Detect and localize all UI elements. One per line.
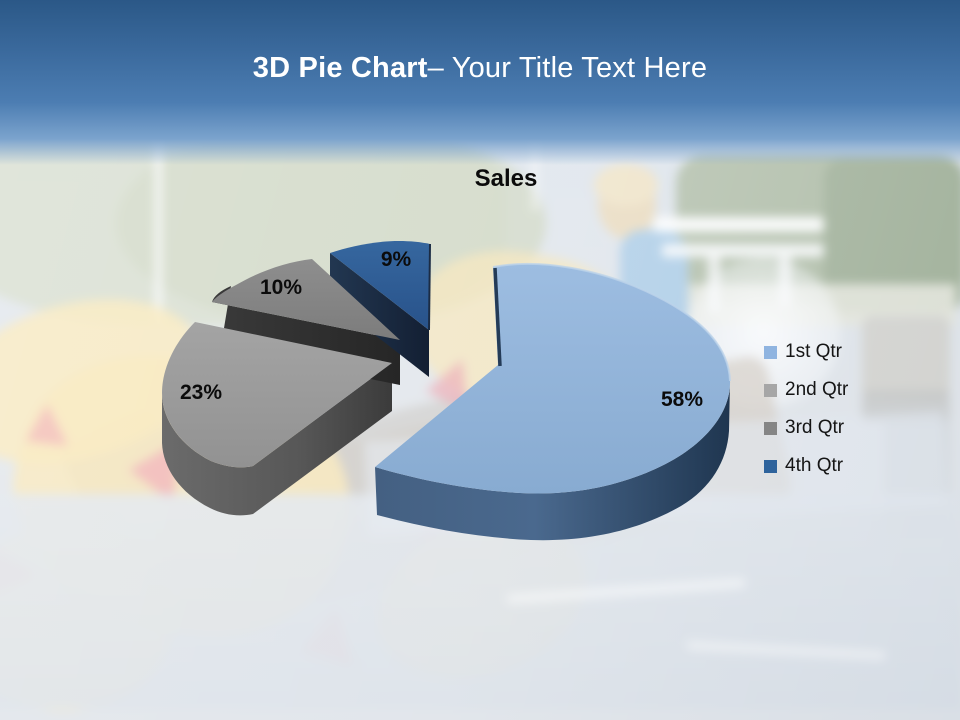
slide-title-bold: 3D Pie Chart [252,52,428,84]
pie-slice-1st-qtr-top [375,263,731,494]
slide-title-rest: – Your Title Text Here [427,52,708,84]
pie-slice-2nd-qtr-top [162,322,392,468]
data-label-3rd-qtr: 10% [259,276,303,299]
pie-slice-1st-qtr-notch-edge [493,267,502,367]
legend-swatch-1st-qtr [764,345,777,359]
legend-label-4th-qtr: 4th Qtr [785,455,844,476]
data-label-1st-qtr: 58% [660,388,704,411]
data-label-2nd-qtr: 23% [179,381,223,404]
pie-slice-4th-qtr-edge [428,243,431,331]
legend-label-3rd-qtr: 3rd Qtr [785,417,845,438]
legend-swatch-3rd-qtr [764,421,777,435]
header-gradient [0,0,960,165]
pie-slice-1st-qtr-rim-highlight [492,262,731,382]
chart-title: Sales [474,165,538,192]
pie-slice-4th-qtr-top [330,241,430,330]
pie-slice-1st-qtr-side [375,381,731,541]
legend-label-1st-qtr: 1st Qtr [785,341,843,362]
legend-item-1st-qtr: 1st Qtr [764,333,848,371]
legend-label-2nd-qtr: 2nd Qtr [785,379,849,400]
legend-swatch-4th-qtr [764,459,777,473]
slide-title: 3D Pie Chart– Your Title Text Here [0,52,960,85]
legend-item-3rd-qtr: 3rd Qtr [764,409,848,447]
legend-item-2nd-qtr: 2nd Qtr [764,371,848,409]
chart-legend: 1st Qtr 2nd Qtr 3rd Qtr 4th Qtr [764,333,848,485]
legend-item-4th-qtr: 4th Qtr [764,447,848,485]
pie-slice-2nd-qtr-side [162,363,392,516]
legend-swatch-2nd-qtr [764,383,777,397]
pie-slice-4th-qtr-side [330,253,429,377]
pie-slice-3rd-qtr-top [212,259,400,340]
data-label-4th-qtr: 9% [380,248,412,271]
